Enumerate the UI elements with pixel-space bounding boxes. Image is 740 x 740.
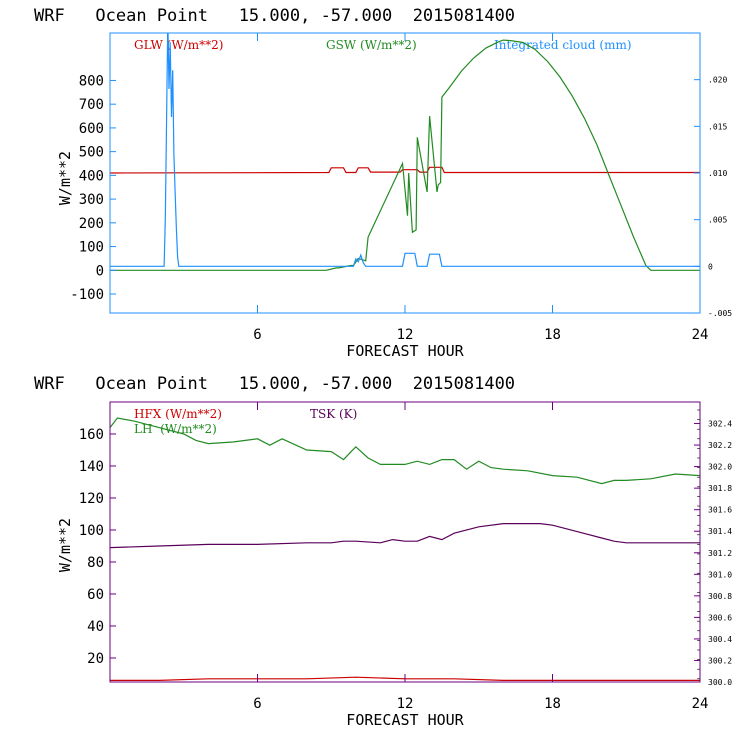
- y2-tick-label: .005: [708, 216, 727, 225]
- x-tick-label: 24: [692, 327, 709, 343]
- y-tick-label: 700: [79, 97, 104, 113]
- y-tick-label: 0: [96, 263, 104, 279]
- y2-tick-label: 300.0: [708, 678, 732, 687]
- chart-title-2: WRF Ocean Point 15.000, -57.000 20150814…: [34, 374, 515, 394]
- legend-1: GLW (W/m**2) GSW (W/m**2) Integrated clo…: [134, 38, 632, 52]
- legend-tsk: TSK (K): [310, 407, 357, 421]
- y-tick-label: 100: [79, 240, 104, 256]
- y-tick-label: 600: [79, 121, 104, 137]
- x-tick-label: 12: [397, 327, 414, 343]
- x-tick-label: 12: [397, 696, 414, 712]
- y-tick-label: 400: [79, 168, 104, 184]
- y-tick-label: -100: [70, 287, 104, 303]
- y2-tick-label: 300.6: [708, 613, 732, 622]
- legend-lh: LH (W/m**2): [134, 422, 217, 436]
- y2-tick-label: 302.2: [708, 441, 732, 450]
- y-tick-label: 300: [79, 192, 104, 208]
- x-axis-label-2: FORECAST HOUR: [346, 711, 464, 729]
- y2-tick-label: 301.0: [708, 570, 732, 579]
- axis-ticks-2: 6 12 18 24 20 40 60 80 100 120 140 160 300.0 300.2 300…: [79, 402, 732, 712]
- y2-tick-label: 300.8: [708, 592, 732, 601]
- y2-tick-label: 301.4: [708, 527, 732, 536]
- y2-tick-label: 302.4: [708, 420, 732, 429]
- y2-tick-label: 0: [708, 262, 713, 271]
- y2-tick-label: -.005: [708, 309, 732, 318]
- series-line-gsw: [110, 39, 700, 271]
- y2-tick-label: 300.2: [708, 656, 732, 665]
- y-axis-label-2: W/m**2: [56, 518, 74, 572]
- y-tick-label: 40: [87, 619, 104, 635]
- legend-gsw: GSW (W/m**2): [326, 38, 417, 52]
- legend-cloud: Integrated cloud (mm): [494, 38, 632, 52]
- y-tick-label: 100: [79, 523, 104, 539]
- x-axis-label-1: FORECAST HOUR: [346, 342, 464, 360]
- plot-area-2: [109, 401, 701, 683]
- y2-tick-label: 301.8: [708, 484, 732, 493]
- y2-tick-label: .015: [708, 122, 727, 131]
- plot-area-1: [109, 32, 701, 314]
- y-tick-label: 120: [79, 491, 104, 507]
- y2-tick-label: .020: [708, 76, 727, 85]
- x-tick-label: 6: [253, 696, 261, 712]
- y-tick-label: 800: [79, 73, 104, 89]
- legend-2: HFX (W/m**2) LH (W/m**2) TSK (K): [134, 407, 357, 436]
- y-tick-label: 160: [79, 427, 104, 443]
- series-line-lh: [110, 417, 700, 485]
- y-tick-label: 500: [79, 145, 104, 161]
- series-line-integrated: [110, 33, 700, 267]
- y2-tick-label: 301.6: [708, 506, 732, 515]
- legend-hfx: HFX (W/m**2): [134, 407, 222, 421]
- axis-ticks-1: 6 12 18 24 -100 0 100 200 300 400 500 600 700 800 -.00…: [70, 33, 732, 343]
- y2-tick-label: 300.4: [708, 635, 732, 644]
- series-line-tsk: [110, 522, 700, 549]
- y-tick-label: 20: [87, 651, 104, 667]
- y2-tick-label: .010: [708, 169, 727, 178]
- y-tick-label: 60: [87, 587, 104, 603]
- y-tick-label: 140: [79, 459, 104, 475]
- y2-tick-label: 302.0: [708, 463, 732, 472]
- y-tick-label: 200: [79, 216, 104, 232]
- plot-frame-2: [109, 401, 701, 683]
- x-tick-label: 6: [253, 327, 261, 343]
- y-axis-label-1: W/m**2: [56, 151, 74, 205]
- x-tick-label: 18: [544, 327, 561, 343]
- chart-title-1: WRF Ocean Point 15.000, -57.000 20150814…: [34, 6, 515, 26]
- y2-tick-label: 301.2: [708, 549, 732, 558]
- legend-glw: GLW (W/m**2): [134, 38, 223, 52]
- x-tick-label: 18: [544, 696, 561, 712]
- x-tick-label: 24: [692, 696, 709, 712]
- y-tick-label: 80: [87, 555, 104, 571]
- series-line-glw: [110, 166, 700, 174]
